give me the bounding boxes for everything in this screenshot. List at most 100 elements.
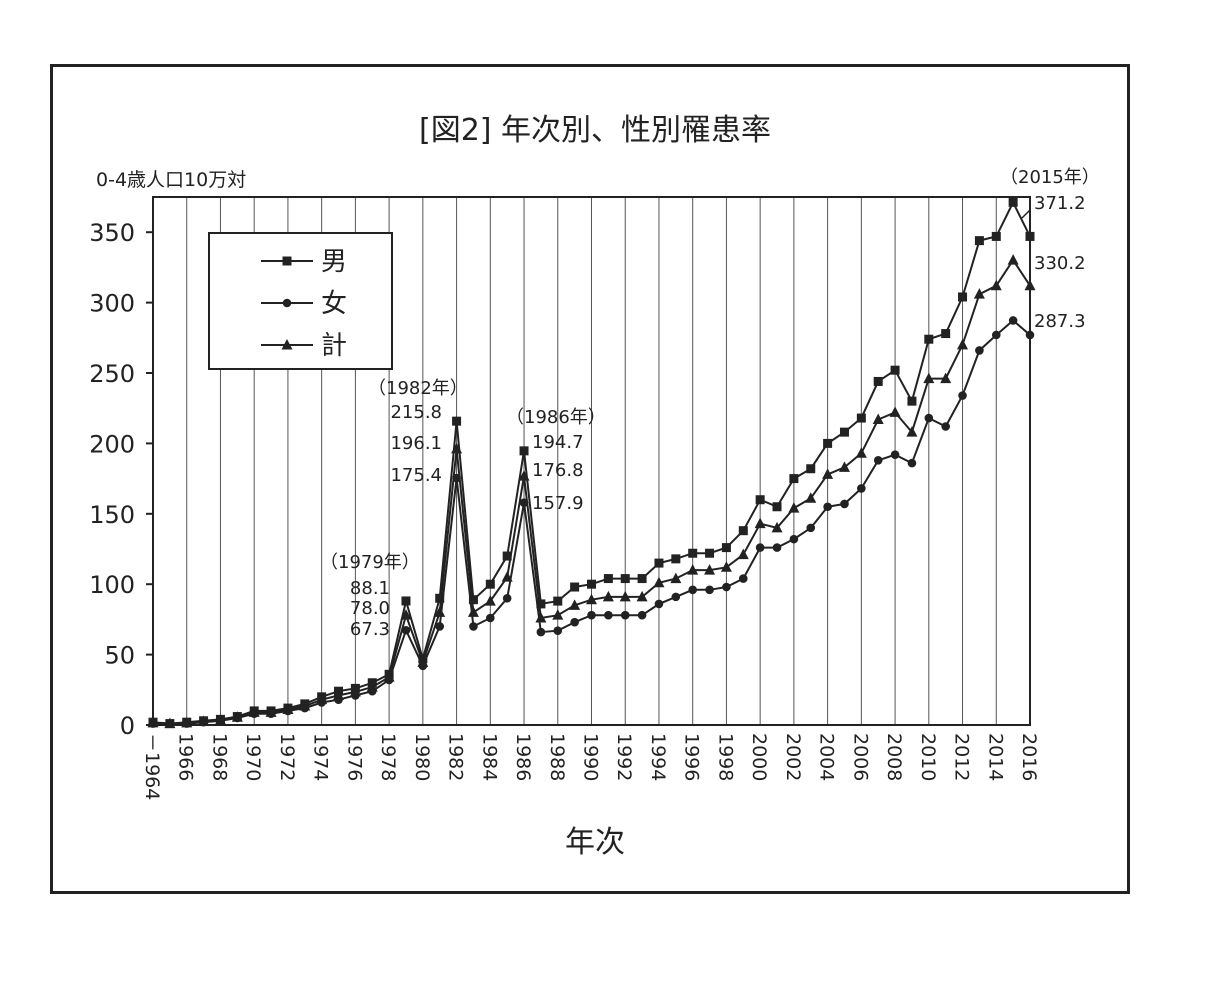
y-tick-label: 350: [89, 219, 135, 247]
data-point-square: [452, 416, 462, 426]
data-point-triangle: [653, 576, 665, 588]
data-point-square: [553, 596, 563, 606]
data-point-square: [603, 574, 613, 584]
data-point-square: [502, 551, 512, 561]
data-point-circle: [486, 613, 495, 623]
data-point-square: [958, 292, 968, 302]
x-tick-label: 2016: [1018, 733, 1040, 781]
data-point-triangle: [619, 590, 631, 602]
data-point-triangle: [602, 590, 614, 602]
x-tick-label: 1966: [175, 733, 197, 781]
data-point-square: [435, 593, 445, 603]
data-point-circle: [620, 610, 630, 620]
x-tick-label: 1982: [445, 733, 467, 781]
data-point-circle: [772, 543, 782, 552]
data-point-triangle: [940, 372, 952, 384]
data-point-square: [890, 365, 900, 375]
data-point-circle: [502, 593, 512, 603]
data-point-circle: [840, 499, 849, 509]
data-point-triangle: [636, 590, 648, 602]
data-point-triangle: [923, 372, 935, 384]
data-point-triangle: [535, 611, 547, 623]
data-point-circle: [755, 543, 765, 552]
x-tick-label: 1976: [343, 733, 365, 781]
data-point-square: [536, 599, 546, 609]
x-tick-label: 1974: [310, 733, 332, 781]
x-tick-label: －1964: [141, 733, 163, 800]
data-point-circle: [941, 422, 950, 431]
data-point-square: [485, 579, 495, 589]
data-point-square: [401, 596, 411, 606]
data-point-triangle: [569, 599, 581, 610]
annotation-year-label: （1979年）: [320, 552, 420, 573]
data-point-circle: [435, 622, 445, 631]
data-point-square: [738, 526, 748, 536]
data-point-square: [1008, 197, 1018, 207]
data-point-triangle: [518, 470, 530, 481]
data-point-triangle: [704, 564, 716, 575]
x-tick-label: 1980: [411, 733, 433, 781]
data-point-circle: [1008, 316, 1018, 325]
data-point-square: [637, 574, 647, 584]
data-point-square: [772, 502, 782, 512]
data-point-circle: [553, 626, 563, 635]
data-point-triangle: [771, 521, 783, 533]
data-point-circle: [873, 455, 883, 465]
data-point-triangle: [198, 715, 210, 726]
y-tick-label: 200: [89, 430, 135, 458]
annotation-value-label: 371.2: [1034, 193, 1086, 214]
data-point-triangle: [333, 689, 345, 700]
annotation-leader-line: [1021, 209, 1031, 219]
data-point-circle: [975, 346, 984, 355]
legend-marker-square: [282, 256, 292, 266]
data-point-square: [823, 438, 833, 448]
data-point-triangle: [754, 517, 766, 529]
data-point-circle: [958, 391, 967, 400]
x-tick-label: 2012: [951, 733, 973, 781]
data-point-triangle: [147, 716, 159, 728]
data-point-circle: [705, 585, 714, 595]
data-point-triangle: [586, 593, 597, 605]
chart-frame: [50, 64, 1130, 894]
y-axis-unit-label: 0-4歳人口10万対: [96, 169, 246, 191]
annotation-value-label: 88.1: [350, 578, 390, 599]
data-point-circle: [469, 622, 478, 631]
x-tick-label: 2006: [849, 733, 871, 781]
x-tick-label: 2000: [748, 733, 770, 781]
x-tick-label: 1996: [681, 733, 703, 781]
data-point-triangle: [1024, 279, 1036, 291]
data-point-triangle: [501, 571, 513, 582]
annotation-value-label: 157.9: [532, 493, 584, 514]
data-point-triangle: [872, 413, 884, 424]
x-tick-label: 1984: [478, 733, 500, 781]
chart-title: [図2] 年次別、性別罹患率: [419, 113, 771, 148]
data-point-circle: [789, 534, 799, 544]
data-point-triangle: [349, 685, 361, 697]
x-tick-label: 1972: [276, 733, 298, 781]
data-point-triangle: [434, 606, 446, 617]
data-point-circle: [637, 610, 647, 620]
data-point-square: [468, 595, 478, 605]
x-tick-label: 1970: [242, 733, 264, 781]
x-tick-label: 2014: [984, 733, 1006, 781]
x-tick-label: 1968: [208, 733, 230, 781]
data-point-triangle: [265, 706, 277, 717]
x-tick-label: 2008: [883, 733, 905, 781]
data-point-square: [856, 413, 866, 423]
data-point-triangle: [838, 461, 850, 472]
data-point-triangle: [282, 703, 294, 715]
y-tick-label: 0: [120, 712, 135, 740]
legend-marker-triangle: [281, 339, 293, 350]
annotation-year-label: （1986年）: [506, 407, 606, 428]
data-point-circle: [1025, 330, 1035, 340]
data-point-triangle: [855, 447, 867, 458]
data-point-triangle: [822, 468, 834, 479]
data-point-triangle: [467, 606, 479, 617]
data-point-circle: [857, 484, 866, 493]
annotation-value-label: 194.7: [532, 432, 584, 453]
data-point-triangle: [484, 595, 496, 606]
data-point-circle: [570, 617, 579, 627]
data-point-square: [873, 376, 883, 386]
data-point-triangle: [906, 426, 918, 437]
